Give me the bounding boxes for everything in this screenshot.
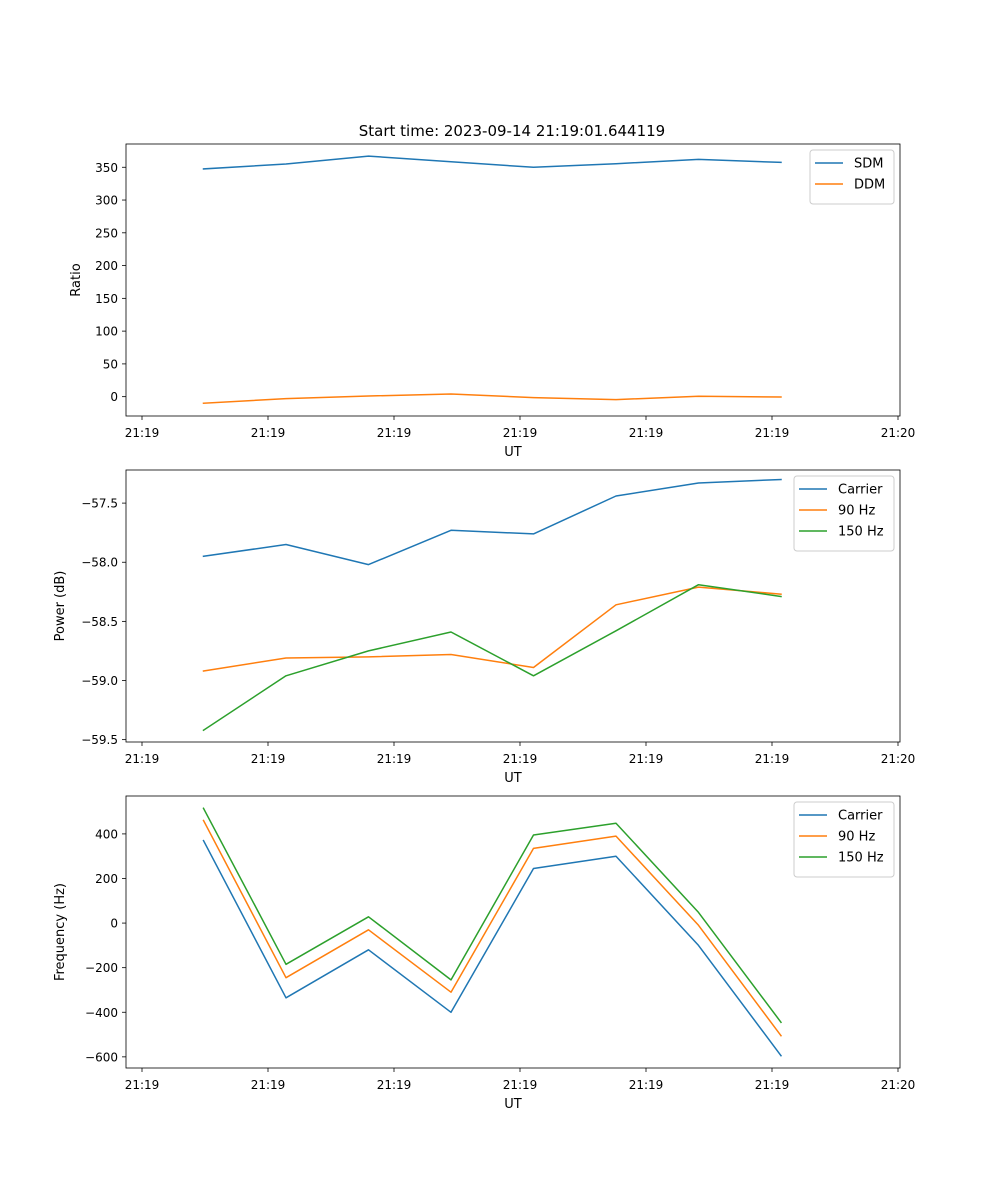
x-tick-label: 21:19 [629,752,664,766]
y-tick-label: 0 [110,917,118,931]
y-tick-label: 400 [95,827,118,841]
series-line-150-hz [202,807,783,1024]
series-line-sdm [202,155,782,170]
legend-label: 150 Hz [838,525,884,540]
x-tick-label: 21:19 [629,426,664,440]
legend-label: 90 Hz [838,504,875,519]
legend: SDM DDM [809,149,895,205]
legend-label: Carrier [838,809,883,824]
y-axis-label: Power (dB) [53,571,68,642]
x-tick-label: 21:19 [125,752,160,766]
x-tick-label: 21:19 [755,752,790,766]
x-tick-label: 21:19 [377,752,412,766]
y-tick-label: 200 [95,259,118,273]
x-tick-label: 21:19 [251,1078,286,1092]
x-tick-label: 21:19 [503,1078,538,1092]
legend-label: Carrier [838,483,883,498]
legend: Carrier 90 Hz 150 Hz [793,475,895,552]
y-tick-label: −59.0 [81,674,118,688]
x-tick-label: 21:19 [377,426,412,440]
y-axis-label: Ratio [69,263,84,296]
y-tick-label: 150 [95,292,118,306]
x-tick-label: 21:19 [377,1078,412,1092]
legend-label: 150 Hz [838,851,884,866]
axes-frame [125,469,901,743]
x-tick-label: 21:19 [251,426,286,440]
y-axis-label: Frequency (Hz) [53,883,68,981]
x-tick-label: 21:19 [125,1078,160,1092]
series-line-carrier [202,478,782,566]
y-tick-label: −57.5 [81,497,118,511]
figure-title: Start time: 2023-09-14 21:19:01.644119 [359,122,665,140]
y-tick-label: 0 [110,390,118,404]
x-tick-label: 21:20 [881,752,916,766]
y-tick-label: 250 [95,226,118,240]
y-tick-label: −58.5 [81,615,118,629]
x-tick-label: 21:20 [881,1078,916,1092]
series-line-carrier [202,839,783,1057]
x-tick-label: 21:19 [503,752,538,766]
y-tick-label: −600 [85,1050,118,1064]
y-tick-label: 100 [95,325,118,339]
y-tick-label: 200 [95,872,118,886]
y-tick-label: −59.5 [81,733,118,747]
legend-label: 90 Hz [838,830,875,845]
y-tick-label: 300 [95,194,118,208]
x-tick-label: 21:19 [755,426,790,440]
chart-2: 21:19 21:19 21:19 21:19 21:19 21:19 21:20 −57.5… [53,469,916,786]
series-line-150-hz [202,583,782,732]
x-tick-label: 21:20 [881,426,916,440]
x-tick-label: 21:19 [125,426,160,440]
x-axis-label: UT [504,1097,522,1112]
x-tick-label: 21:19 [251,752,286,766]
x-tick-label: 21:19 [755,1078,790,1092]
axes-frame [125,143,901,417]
y-tick-label: −400 [85,1006,118,1020]
chart-3: 21:19 21:19 21:19 21:19 21:19 21:19 21:20 400 20… [53,795,916,1112]
legend-label: SDM [854,157,883,172]
y-tick-label: −200 [85,961,118,975]
axes-frame [125,795,901,1069]
chart-1: 21:19 21:19 21:19 21:19 21:19 21:19 21:20 0 50 10… [69,143,916,460]
x-tick-label: 21:19 [503,426,538,440]
x-tick-label: 21:19 [629,1078,664,1092]
y-tick-label: −58.0 [81,556,118,570]
legend-box [793,801,895,878]
legend-label: DDM [854,178,885,193]
legend: Carrier 90 Hz 150 Hz [793,801,895,878]
y-tick-label: 350 [95,161,118,175]
y-tick-label: 50 [103,357,118,371]
series-line-90-hz [202,586,782,672]
series-line-90-hz [202,819,783,1037]
x-axis-label: UT [504,771,522,786]
series-line-ddm [202,393,782,404]
legend-box [793,475,895,552]
x-axis-label: UT [504,445,522,460]
